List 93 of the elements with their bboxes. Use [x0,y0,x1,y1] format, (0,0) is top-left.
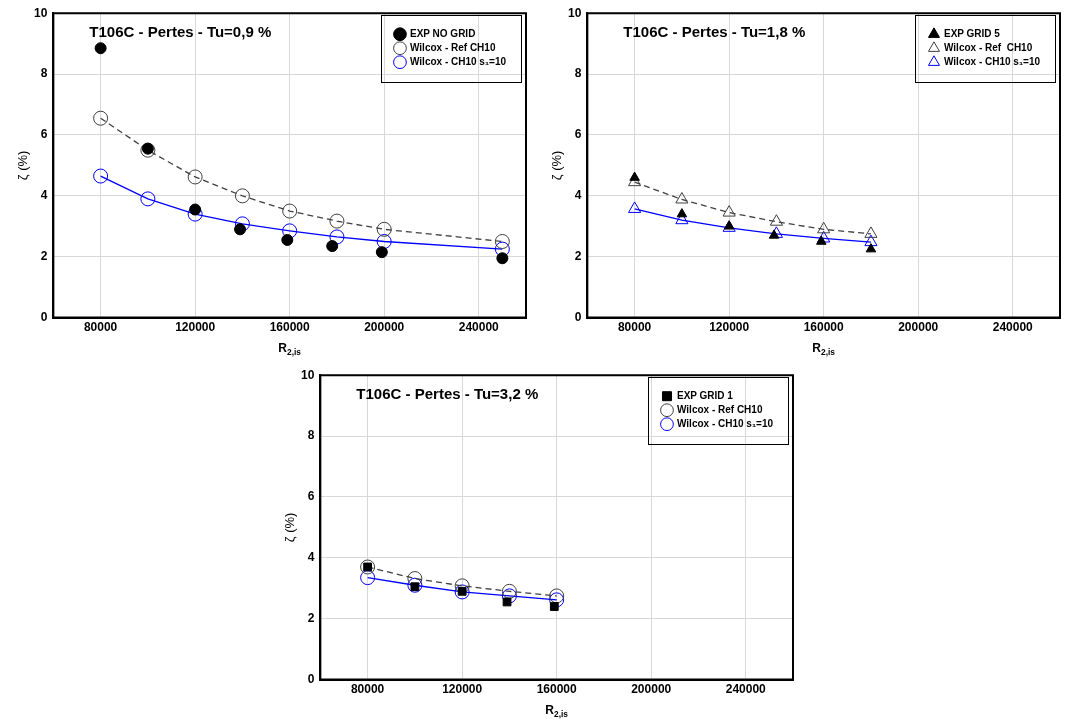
point [189,203,202,216]
x-tick-label: 80000 [83,320,118,335]
y-axis-title: ζ (%) [281,512,297,543]
point [865,243,877,253]
point [676,208,688,218]
y-tick-label: 8 [40,66,48,81]
point [329,229,345,245]
y-tick-label: 0 [574,309,582,324]
y-tick-label: 8 [574,66,582,81]
y-tick-label: 2 [307,611,315,626]
legend-label: Wilcox - CH10 s₁=10 [409,55,507,67]
x-tick-label: 80000 [350,682,385,697]
x-tick-label: 240000 [725,682,767,697]
y-tick-label: 10 [33,5,48,20]
legend-label: Wilcox - Ref CH10 [409,41,496,53]
point [494,234,510,249]
x-tick-label: 200000 [898,320,939,335]
point [234,223,247,236]
point [501,588,517,604]
point [549,602,559,611]
x-tick-label: 240000 [992,320,1034,335]
point [407,577,423,593]
x-tick-label: 80000 [617,320,652,335]
y-tick-label: 4 [40,188,48,203]
text: T106C - Pertes - Tu=1,8 % [623,23,806,41]
y-tick-label: 8 [307,428,315,443]
y-tick-label: 10 [300,367,315,382]
x-tick-label: 240000 [458,320,500,335]
y-tick-label: 0 [307,671,315,686]
legend-label: Wilcox - Ref CH10 [676,403,763,415]
x-tick-label: 160000 [803,320,845,335]
point [140,191,156,207]
x-tick-label: 160000 [536,682,578,697]
point [376,234,392,249]
x-tick-label: 200000 [364,320,405,335]
point [360,570,376,586]
legend-label: Wilcox - CH10 s₁=10 [943,55,1041,67]
point [234,188,250,204]
point [326,240,339,253]
point [407,571,423,587]
point [281,233,294,246]
point [675,191,689,204]
legend-label: Wilcox - CH10 s₁=10 [676,417,774,429]
x-tick-label: 120000 [442,682,483,697]
legend-label: Wilcox - Ref CH10 [943,41,1033,53]
point [817,221,831,234]
point [549,592,565,608]
point [629,171,640,181]
y-axis-title: ζ (%) [14,150,30,181]
point [816,235,827,245]
y-tick-label: 10 [567,5,582,20]
y-tick-label: 4 [574,188,582,203]
legend-label: EXP GRID 5 [943,27,1001,39]
point [375,246,388,259]
point [360,559,376,575]
point [501,583,517,599]
point [454,584,470,600]
point [496,252,509,265]
y-axis-title: ζ (%) [548,150,564,181]
y-tick-label: 4 [307,550,315,565]
point [502,597,512,607]
y-tick-label: 2 [40,249,48,264]
y-tick-label: 6 [574,127,582,142]
point [187,169,203,185]
point [769,214,783,226]
legend-label: EXP NO GRID [409,27,476,39]
point [94,42,107,55]
text: T106C - Pertes - Tu=3,2 % [356,385,539,403]
point [376,221,392,237]
point [549,588,565,604]
y-tick-label: 0 [40,309,48,324]
x-tick-label: 160000 [269,320,311,335]
text: T106C - Pertes - Tu=0,9 % [89,23,272,41]
y-tick-label: 2 [574,249,582,264]
point [864,226,878,238]
x-tick-label: 200000 [631,682,672,697]
point [282,203,298,219]
point [93,168,109,184]
point [234,216,250,232]
point [93,110,109,126]
y-tick-label: 6 [307,489,315,504]
y-tick-label: 6 [40,127,48,142]
point [494,241,510,257]
point [329,213,345,229]
legend-label: EXP GRID 1 [676,389,734,401]
point [282,223,298,239]
point [628,201,642,213]
point [722,205,736,217]
point [864,234,878,247]
point [454,578,470,594]
x-tick-label: 120000 [175,320,216,335]
point [817,230,831,243]
x-tick-label: 120000 [709,320,750,335]
